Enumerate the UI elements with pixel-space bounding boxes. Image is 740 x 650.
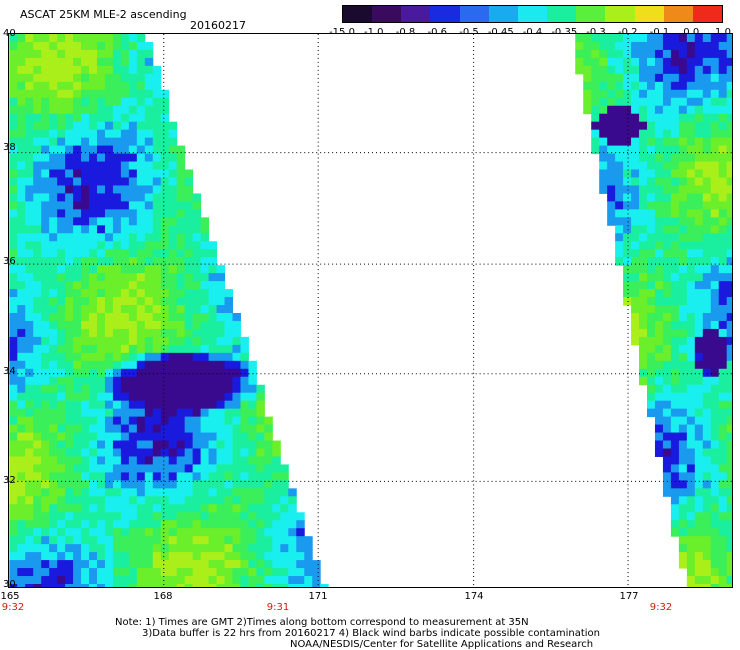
colorbar-tick-label: -15.0 [329, 27, 355, 38]
wind-swath-cells [9, 34, 732, 587]
colorbar-tick-label: -0.5 [459, 27, 479, 38]
swath-map [8, 33, 733, 588]
colorbar-swatch [488, 6, 518, 22]
lon-label-174: 174 [464, 591, 484, 602]
lat-label-40: 40 [3, 28, 16, 39]
time-label-middle: 9:31 [266, 602, 290, 613]
lon-label-171: 171 [308, 591, 328, 602]
colorbar-tick-label: -0.35 [551, 27, 578, 38]
note-line-1: Note: 1) Times are GMT 2)Times along bot… [115, 617, 529, 628]
colorbar-swatch [605, 6, 635, 22]
colorbar-swatch [343, 6, 373, 22]
colorbar-tick-label: -1.0 [363, 27, 384, 38]
time-label-left: 9:32 [1, 602, 25, 613]
colorbar-tick-label: -0.2 [617, 27, 638, 38]
colorbar-tick-label: -0.4 [522, 27, 543, 38]
colorbar-swatch [430, 6, 460, 22]
colorbar-tick-label: -0.3 [586, 27, 606, 38]
lat-label-38: 38 [3, 142, 16, 153]
lat-label-34: 34 [3, 366, 16, 377]
colorbar-swatch [634, 6, 664, 22]
lat-label-30: 30 [3, 579, 16, 590]
colorbar-swatch [547, 6, 577, 22]
graticule [9, 34, 732, 587]
colorbar-swatch [517, 6, 548, 22]
colorbar-tick-label: -0.6 [427, 27, 448, 38]
lon-label-168: 168 [153, 591, 173, 602]
colorbar-tick-label: 1.0 [715, 27, 731, 38]
colorbar [342, 5, 723, 23]
colorbar-swatch [692, 6, 723, 22]
colorbar-tick-label: 0.0 [683, 27, 700, 38]
note-line-3: NOAA/NESDIS/Center for Satellite Applica… [290, 639, 594, 650]
colorbar-swatch [372, 6, 402, 22]
colorbar-swatch [663, 6, 693, 22]
lon-label-165: 165 [0, 591, 20, 602]
colorbar-tick-label: -0.8 [395, 27, 416, 38]
date-label: 20160217 [190, 19, 246, 32]
lat-label-32: 32 [3, 475, 16, 486]
colorbar-swatch [576, 6, 606, 22]
colorbar-tick-label: -0.45 [487, 27, 514, 38]
colorbar-tick-label: -0.1 [649, 27, 670, 38]
chart-title: ASCAT 25KM MLE-2 ascending [20, 8, 187, 21]
lat-label-36: 36 [3, 256, 16, 267]
time-label-right: 9:32 [649, 602, 673, 613]
colorbar-swatch [459, 6, 489, 22]
colorbar-swatch [401, 6, 431, 22]
lon-label-177: 177 [619, 591, 639, 602]
note-line-2: 3)Data buffer is 22 hrs from 20160217 4)… [142, 628, 600, 639]
